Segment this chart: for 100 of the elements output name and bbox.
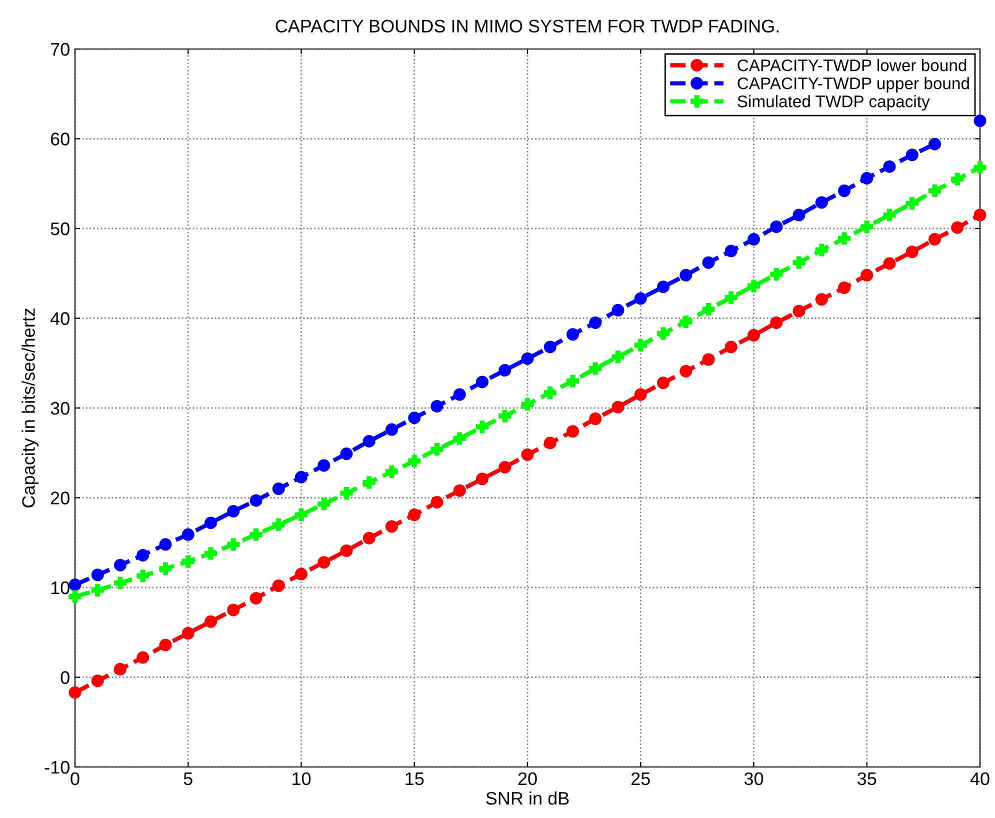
point [544,386,556,399]
point [634,292,647,305]
point [521,352,534,365]
point [680,316,692,328]
y-axis-title: Capacity in bits/sec/hertz [22,308,38,508]
point [974,161,986,174]
point [114,662,126,676]
point [68,578,82,592]
point [498,364,512,377]
point [680,268,692,282]
point [815,244,828,256]
point [227,604,240,616]
point [702,256,715,269]
point [748,280,760,292]
x-tick-label: 35 [858,772,876,786]
point [453,388,466,401]
point [159,562,172,575]
point [748,233,760,246]
point [928,184,941,198]
point [136,548,150,562]
point [272,518,285,531]
point [589,316,602,329]
point [702,303,715,316]
y-tick-label: 50 [50,222,70,236]
y-tick-label: 20 [50,492,70,504]
point [136,651,150,664]
point [566,374,579,388]
y-tick-label: 10 [51,581,70,594]
point [430,496,444,508]
legend-label: CAPACITY-TWDP upper bound [738,77,969,93]
point [318,556,330,569]
point [951,221,964,234]
y-tick-label: 30 [50,402,70,415]
point [680,364,692,378]
point [566,425,579,438]
point [589,362,602,375]
x-tick-label: 5 [184,772,192,786]
point [295,568,308,580]
point [91,584,104,596]
y-tick-label: 70 [50,42,70,56]
point [295,508,308,522]
point [430,443,444,456]
point [792,256,806,269]
point [272,579,285,592]
point [612,400,624,414]
point [159,638,172,652]
point [204,615,217,628]
point [91,568,104,582]
point [453,484,466,497]
point [362,476,376,489]
x-tick-label: 15 [406,772,424,786]
point [906,148,918,162]
point [362,434,376,448]
point [928,233,941,246]
point [340,544,353,557]
point [204,516,217,530]
point [770,220,783,233]
x-tick-label: 40 [970,772,990,786]
point [521,448,534,461]
point [386,520,398,533]
x-tick-label: 25 [631,772,650,786]
point [906,246,918,258]
point [883,160,896,173]
point [724,291,738,304]
point [318,459,330,472]
point [657,280,670,294]
point [928,138,941,150]
point [227,504,240,518]
point [883,257,896,270]
point [408,454,421,468]
point [159,538,172,551]
point [838,232,850,245]
point [68,686,82,699]
point [362,532,376,544]
x-tick-label: 10 [292,772,311,786]
point [250,528,262,541]
point [227,538,240,551]
point [860,220,874,233]
point [657,376,670,390]
point [408,412,421,424]
point [204,547,217,560]
point [838,281,850,294]
y-tick-label: 0 [60,671,70,684]
point [340,487,353,500]
point [476,376,488,388]
point [272,482,285,496]
point [182,627,194,640]
point [589,412,602,426]
point [815,196,828,209]
point [476,420,488,434]
point [612,350,624,364]
point [634,338,647,352]
point [860,268,874,282]
point [634,388,647,401]
point [340,448,353,460]
point [702,353,715,366]
y-tick-label: -10 [44,760,70,774]
point [498,460,512,474]
point [182,555,194,568]
point [838,184,850,198]
